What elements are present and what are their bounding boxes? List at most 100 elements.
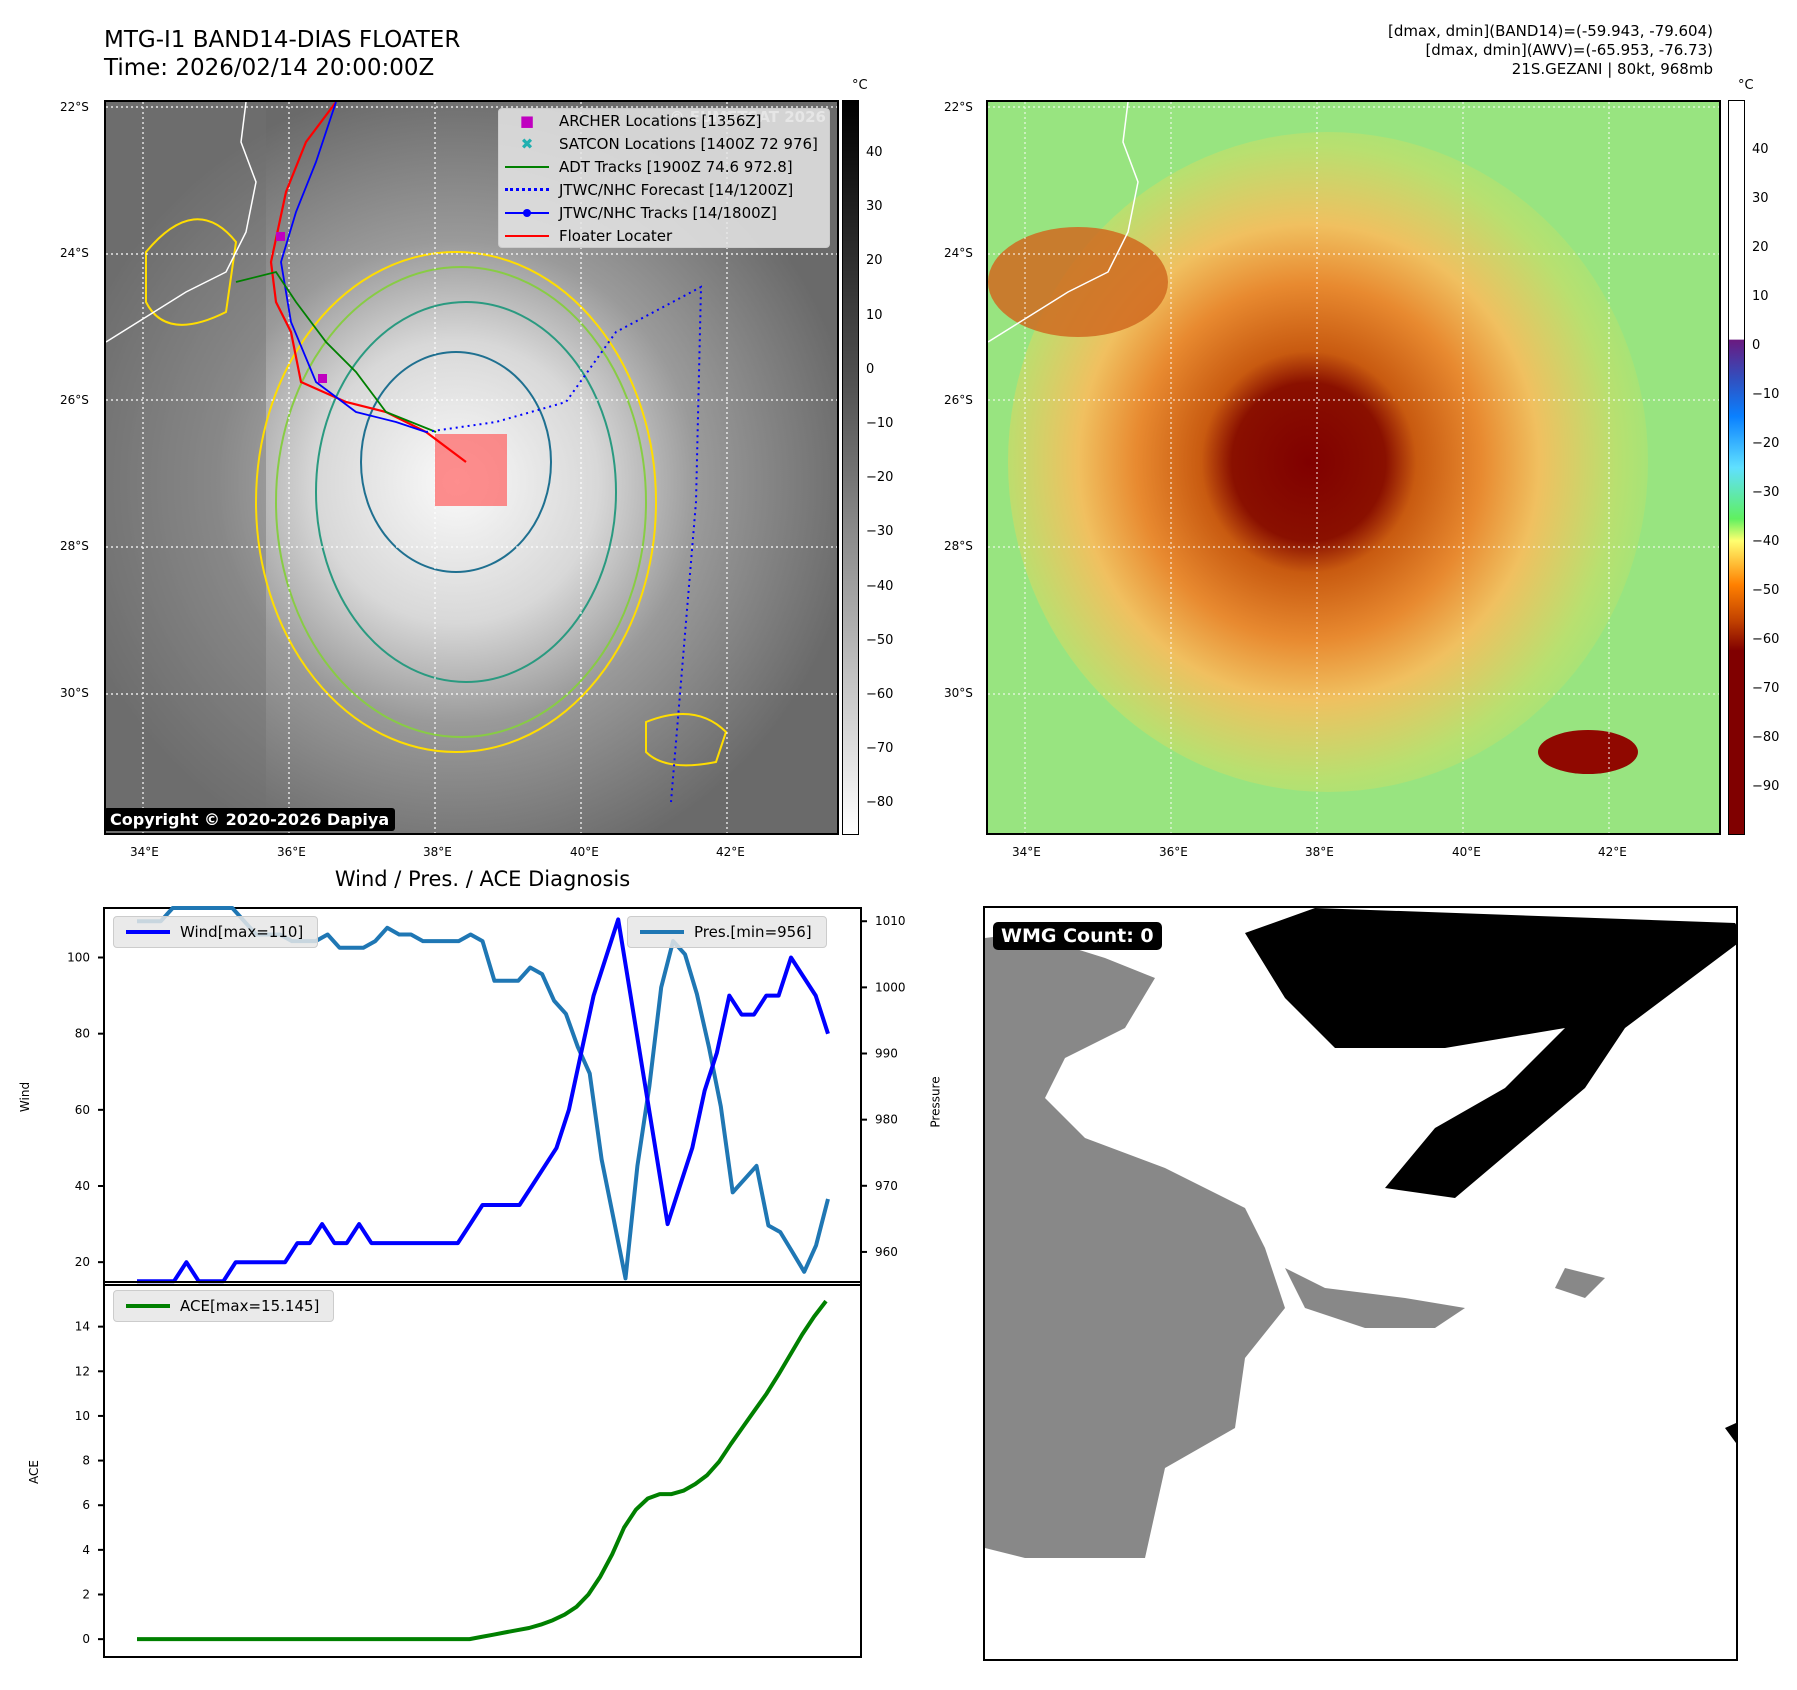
ir-colorbar-tick: −10 — [866, 416, 894, 431]
awv-colorbar-tick: 10 — [1752, 289, 1769, 304]
ir-colorbar-tick: −70 — [866, 741, 894, 757]
ace-chart: 0 2 4 6 8 10 12 14 — [75, 1281, 862, 1658]
wind-tick-label: 100 — [67, 951, 90, 965]
storm-summary: 21S.GEZANI | 80kt, 968mb — [1511, 60, 1713, 78]
awv-lon-tick: 38°E — [1305, 845, 1334, 859]
awv-lat-tick: 26°S — [944, 393, 973, 407]
wind-legend-label: Wind[max=110] — [180, 923, 304, 941]
ir-colorbar-tick: 0 — [866, 361, 875, 377]
title-line-1: MTG-I1 BAND14-DIAS FLOATER — [104, 27, 461, 53]
awv-lat-tick: 22°S — [944, 100, 973, 114]
awv-colorbar-tick: −90 — [1752, 779, 1780, 794]
awv-gridlines — [988, 102, 1719, 833]
ir-colorbar-tick: −20 — [866, 470, 894, 486]
awv-colorbar-tick: −80 — [1752, 730, 1780, 745]
floater-box — [435, 434, 507, 506]
wind-pressure-chart: 20 40 60 80 100 960 970 980 990 1000 1010 — [67, 906, 906, 1286]
ir-colorbar-unit: °C — [852, 78, 868, 93]
pressure-legend-label: Pres.[min=956] — [694, 923, 812, 941]
awv-colorbar-tick: −30 — [1752, 485, 1780, 500]
contour-green — [275, 266, 647, 738]
floater-locater-track — [269, 102, 467, 463]
wmg-black-region — [1245, 908, 1736, 1198]
coastline — [106, 102, 257, 343]
ir-map-image: © EUMETSAT 2026 — [106, 102, 837, 833]
ir-colorbar — [842, 100, 859, 835]
wmg-image — [985, 908, 1736, 1558]
ir-colorbar-tick: 10 — [866, 307, 883, 323]
ir-lat-tick: 28°S — [60, 539, 89, 553]
legend-item-floater: Floater Locater — [499, 224, 829, 247]
ir-lon-tick: 40°E — [570, 845, 599, 859]
awv-storm — [1008, 132, 1648, 792]
awv-colorbar-tick: 0 — [1752, 338, 1761, 353]
ir-lat-tick: 26°S — [60, 393, 89, 407]
ir-lon-tick: 38°E — [423, 845, 452, 859]
ir-colorbar-tick: −40 — [866, 578, 894, 594]
wmg-panel — [983, 906, 1738, 1661]
awv-colorbar-unit: °C — [1738, 78, 1754, 93]
archer-marker — [276, 232, 285, 241]
wind-tick-label: 20 — [75, 1255, 90, 1269]
ir-colorbar-tick: −30 — [866, 524, 894, 540]
awv-lat-tick: 30°S — [944, 686, 973, 700]
awv-colorbar-tick: 30 — [1752, 191, 1769, 206]
wind-legend: Wind[max=110] — [113, 916, 319, 948]
title-line-2: Time: 2026/02/14 20:00:00Z — [104, 55, 435, 81]
awv-map-image — [988, 102, 1719, 833]
awv-colorbar-tick: −60 — [1752, 632, 1780, 647]
ace-legend-label: ACE[max=15.145] — [180, 1297, 320, 1315]
contour-inner — [360, 351, 552, 573]
awv-range: [dmax, dmin](AWV)=(-65.953, -76.73) — [1425, 41, 1713, 59]
copyright-badge: Copyright © 2020-2026 Dapiya — [104, 808, 396, 831]
awv-colorbar-tick: 20 — [1752, 240, 1769, 255]
band14-range: [dmax, dmin](BAND14)=(-59.943, -79.604) — [1388, 22, 1713, 40]
ace-tick-label: 14 — [75, 1320, 90, 1334]
ir-colorbar-tick: −50 — [866, 632, 894, 648]
awv-colorbar-tick: −70 — [1752, 681, 1780, 696]
awv-colorbar-tick: −20 — [1752, 436, 1780, 451]
wind-tick-label: 60 — [75, 1103, 90, 1117]
wmg-gray-region — [985, 933, 1285, 1558]
ir-map-legend: ■ ARCHER Locations [1356Z] ✖ SATCON Locati… — [498, 108, 830, 248]
awv-lon-tick: 36°E — [1159, 845, 1188, 859]
ir-lat-tick: 24°S — [60, 246, 89, 260]
ir-lon-tick: 42°E — [716, 845, 745, 859]
ace-tick-label: 2 — [82, 1588, 90, 1602]
legend-item-satcon: ✖ SATCON Locations [1400Z 72 976] — [520, 134, 818, 153]
wind-tick-label: 40 — [75, 1179, 90, 1193]
awv-map-panel — [986, 100, 1721, 835]
awv-lon-tick: 34°E — [1012, 845, 1041, 859]
ir-lon-tick: 34°E — [130, 845, 159, 859]
jtwc-forecast — [425, 285, 703, 803]
ace-tick-label: 10 — [75, 1409, 90, 1423]
awv-lat-tick: 28°S — [944, 539, 973, 553]
pressure-line — [137, 906, 830, 1281]
ace-axes-frame — [103, 1281, 862, 1658]
awv-lat-tick: 24°S — [944, 246, 973, 260]
ace-tick-label: 8 — [82, 1454, 90, 1468]
ace-tick-label: 0 — [82, 1632, 90, 1646]
storm-info: [dmax, dmin](BAND14)=(-59.943, -79.604) … — [1388, 22, 1713, 79]
legend-item-archer: ■ ARCHER Locations [1356Z] — [519, 111, 762, 130]
adt-track — [235, 270, 437, 433]
ir-colorbar-tick: 30 — [866, 199, 883, 215]
ir-colorbar-tick: −80 — [866, 795, 894, 811]
pressure-tick-label: 1000 — [875, 980, 906, 994]
wind-line — [137, 917, 830, 1284]
ace-line — [137, 1299, 828, 1642]
pressure-tick-label: 990 — [875, 1047, 898, 1061]
ir-lat-tick: 30°S — [60, 686, 89, 700]
legend-item-adt: ADT Tracks [1900Z 74.6 972.8] — [499, 155, 829, 178]
figure-title: MTG-I1 BAND14-DIAS FLOATER Time: 2026/02… — [104, 26, 460, 82]
diagnosis-title: Wind / Pres. / ACE Diagnosis — [334, 867, 631, 891]
contour-teal — [315, 301, 617, 683]
ace-tick-label: 4 — [82, 1543, 90, 1557]
ir-colorbar-tick: 20 — [866, 253, 883, 269]
ir-lon-tick: 36°E — [277, 845, 306, 859]
pressure-tick-label: 960 — [875, 1245, 898, 1259]
coastline — [988, 102, 1139, 343]
pressure-tick-label: 1010 — [875, 914, 906, 928]
wind-tick-label: 80 — [75, 1027, 90, 1041]
ir-lat-tick: 22°S — [60, 100, 89, 114]
